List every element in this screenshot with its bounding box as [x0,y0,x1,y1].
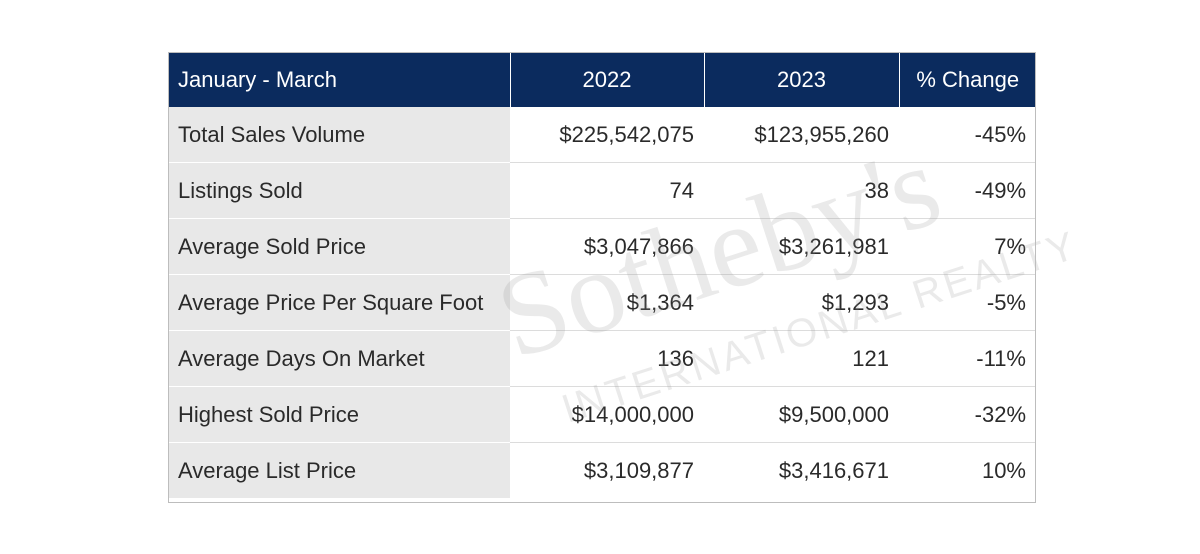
row-label: Highest Sold Price [168,386,510,443]
value-2023: 121 [704,330,899,387]
row-label: Total Sales Volume [168,107,510,163]
table-row: Average Price Per Square Foot $1,364 $1,… [168,274,1036,331]
header-2023: 2023 [703,52,899,107]
value-2023: $3,261,981 [704,218,899,275]
value-2022: $225,542,075 [559,121,694,147]
value-change: -5% [899,274,1036,331]
row-label: Average List Price [168,442,510,498]
value-2023: $123,955,260 [754,121,889,147]
header-period: January - March [168,52,510,107]
value-2022: $14,000,000 [510,386,704,443]
value-2023: 38 [704,162,899,219]
row-label: Average Price Per Square Foot [168,274,510,331]
table-row: Average Days On Market 136 121 -11% [168,330,1036,387]
row-label: Average Sold Price [168,218,510,275]
value-change: -32% [899,386,1036,443]
header-2022: 2022 [509,52,704,107]
value-change: -49% [899,162,1036,219]
table-header-row: January - March 2022 2023 % Change [168,52,1036,107]
value-2023: $1,293 [704,274,899,331]
value-2022: $3,047,866 [510,218,704,275]
value-change: 7% [899,218,1036,275]
stats-table-container: January - March 2022 2023 % Change Total… [168,52,1036,503]
value-2023: $3,416,671 [704,442,899,498]
value-change: 10% [899,442,1036,498]
table-row: Average Sold Price $3,047,866 $3,261,981… [168,218,1036,275]
value-change: -45% [974,121,1026,147]
value-2022: 74 [510,162,704,219]
table-row: Average List Price $3,109,877 $3,416,671… [168,442,1036,498]
row-label: Listings Sold [168,162,510,219]
header-change: % Change [898,52,1036,107]
value-2022: $3,109,877 [510,442,704,498]
table-row: Highest Sold Price $14,000,000 $9,500,00… [168,386,1036,443]
table-row: Total Sales Volume $225,542,075 $123,955… [168,107,1036,163]
value-2022: 136 [510,330,704,387]
value-2023: $9,500,000 [704,386,899,443]
value-2022: $1,364 [510,274,704,331]
value-change: -11% [899,330,1036,387]
row-label: Average Days On Market [168,330,510,387]
table-row: Listings Sold 74 38 -49% [168,162,1036,219]
sales-stats-table: January - March 2022 2023 % Change Total… [168,52,1036,498]
